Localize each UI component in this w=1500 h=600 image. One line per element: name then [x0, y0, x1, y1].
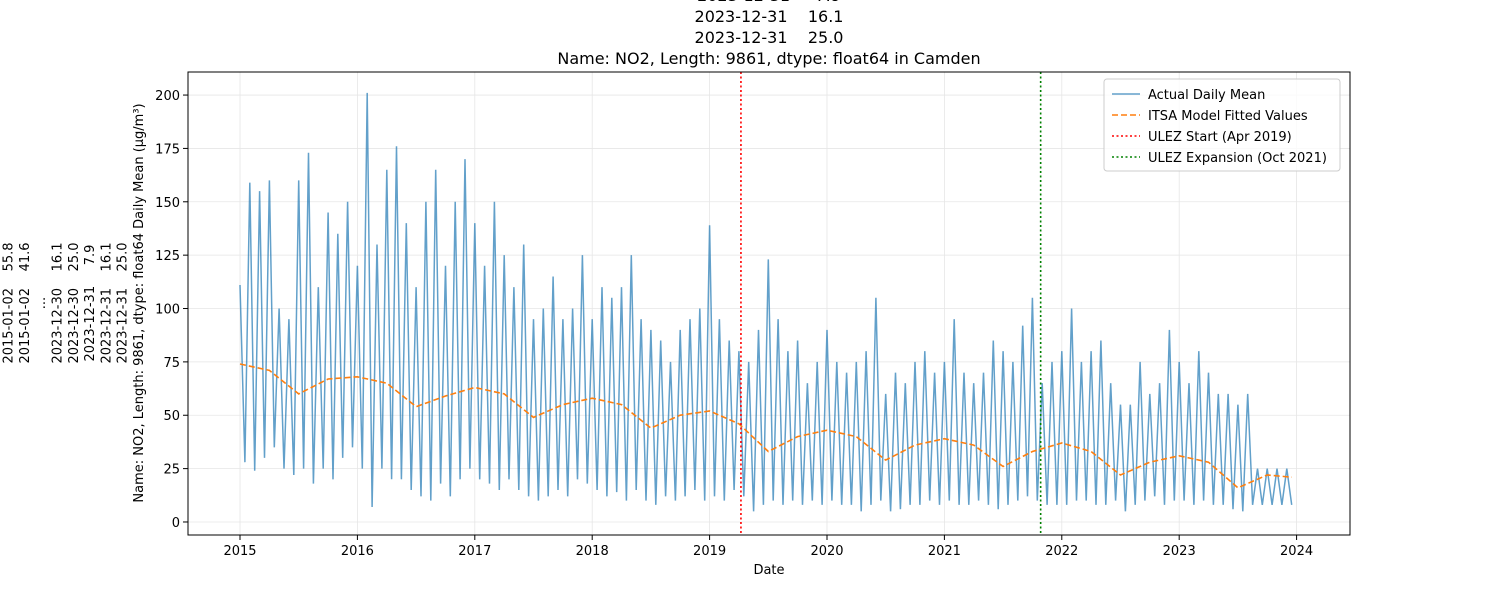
x-tick-label: 2022 — [1045, 544, 1078, 559]
y-axis-label: 2023-12-30 25.0 — [67, 242, 82, 363]
y-axis-label: ... — [34, 297, 49, 309]
y-tick-label: 150 — [155, 196, 180, 211]
chart-title: 2023-12-31 16.1 — [695, 7, 844, 26]
y-tick-label: 75 — [163, 356, 180, 371]
legend-label: ULEZ Start (Apr 2019) — [1148, 130, 1292, 145]
y-axis-label: 2023-12-30 16.1 — [51, 242, 66, 363]
y-tick-label: 175 — [155, 142, 180, 157]
y-tick-label: 25 — [163, 463, 180, 478]
legend-label: ITSA Model Fitted Values — [1148, 109, 1308, 124]
x-tick-label: 2015 — [223, 544, 256, 559]
y-axis-label: 2015-01-02 55.8 — [2, 242, 17, 363]
y-axis-label: 2023-12-31 25.0 — [116, 242, 131, 363]
plot-frame — [187, 71, 1351, 536]
y-tick-label: 200 — [155, 89, 180, 104]
y-tick-label: 100 — [155, 303, 180, 318]
y-axis-label: 2023-12-31 7.9 — [83, 245, 98, 362]
y-tick-label: 50 — [163, 409, 180, 424]
x-tick-label: 2023 — [1163, 544, 1196, 559]
y-tick-label: 0 — [172, 516, 180, 531]
y-axis-label: 2015-01-02 41.6 — [18, 242, 33, 363]
x-tick-label: 2016 — [341, 544, 374, 559]
chart-title: 2023-12-31 7.9 — [697, 0, 841, 5]
legend-label: ULEZ Expansion (Oct 2021) — [1148, 151, 1327, 166]
chart-title: 2023-12-31 25.0 — [695, 28, 844, 47]
x-tick-label: 2021 — [928, 544, 961, 559]
x-tick-label: 2018 — [576, 544, 609, 559]
chart-title: Name: NO2, Length: 9861, dtype: float64 … — [557, 49, 980, 68]
series-line — [239, 363, 1292, 489]
x-tick-label: 2024 — [1280, 544, 1313, 559]
x-axis-label: Date — [753, 563, 784, 578]
legend-label: Actual Daily Mean — [1148, 88, 1265, 103]
legend-box — [1103, 78, 1341, 172]
x-tick-label: 2020 — [810, 544, 843, 559]
y-axis-label: 2023-12-31 16.1 — [99, 242, 114, 363]
x-tick-label: 2017 — [458, 544, 491, 559]
x-tick-label: 2019 — [693, 544, 726, 559]
y-axis-label: Name: NO2, Length: 9861, dtype: float64 … — [132, 103, 147, 502]
y-tick-label: 125 — [155, 249, 180, 264]
series-line — [239, 92, 1293, 512]
